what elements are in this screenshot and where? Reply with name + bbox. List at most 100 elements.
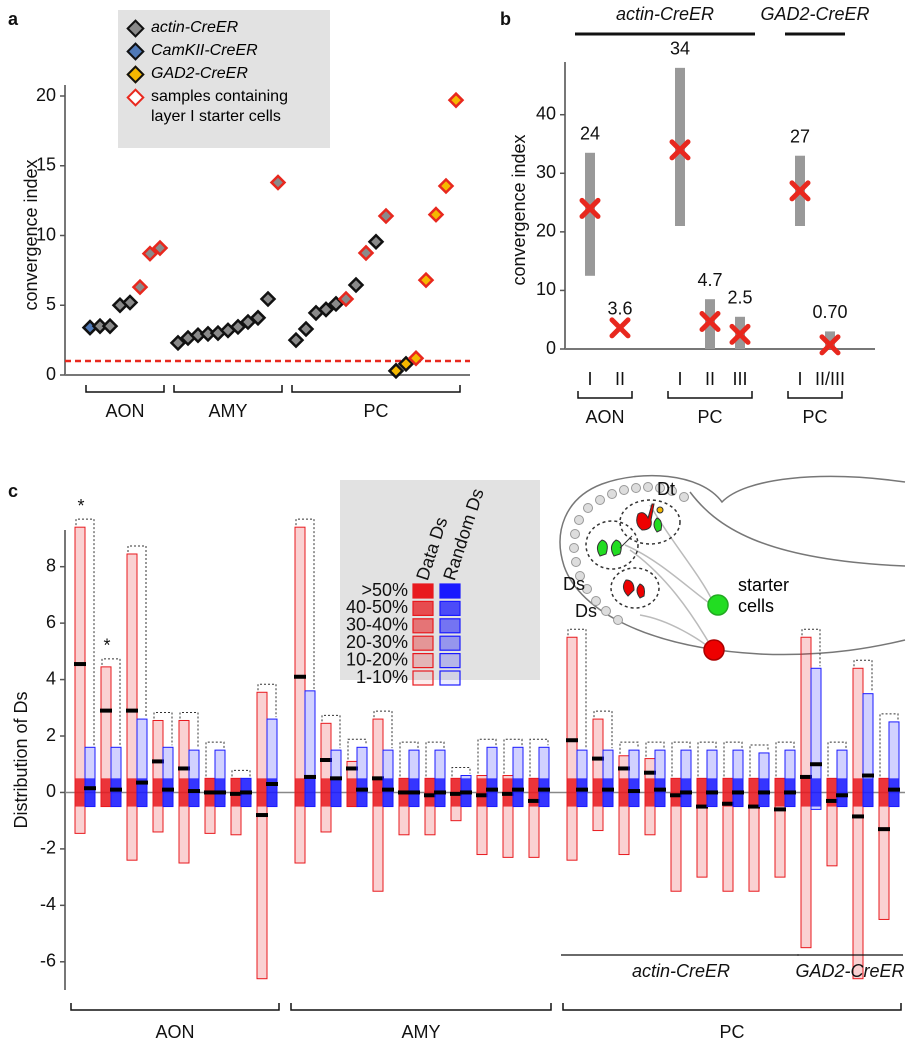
- cell: [569, 543, 579, 553]
- comparison-bracket: [205, 741, 225, 777]
- y-tick-label: 6: [46, 612, 56, 632]
- cell: [582, 584, 592, 594]
- legend-swatch: [412, 600, 434, 617]
- x-tick-label: I: [797, 369, 802, 389]
- legend-swatch: [412, 583, 434, 599]
- data-range: [294, 526, 306, 864]
- group-label: AON: [585, 407, 624, 427]
- random-range: [810, 667, 822, 810]
- data-core: [75, 778, 85, 807]
- data-range: [256, 691, 268, 980]
- random-core: [655, 778, 665, 807]
- neuron: [622, 579, 645, 599]
- group-label: AON: [105, 401, 144, 421]
- mean-marker: [729, 323, 751, 345]
- random-core: [137, 778, 147, 807]
- mean-marker: [669, 139, 691, 161]
- diagram: [559, 474, 906, 661]
- random-core: [889, 778, 899, 807]
- data-core: [347, 778, 357, 807]
- legend-swatch: [439, 635, 461, 651]
- comparison-bracket: [503, 738, 523, 774]
- cell: [679, 492, 689, 502]
- data-range: [502, 775, 514, 858]
- random-core: [267, 778, 277, 807]
- random-core: [163, 778, 173, 807]
- data-range: [476, 775, 488, 856]
- point: [151, 239, 169, 257]
- y-tick-label: 0: [46, 781, 56, 801]
- group-bracket: [173, 385, 283, 393]
- neurons: [596, 503, 664, 599]
- point: [377, 207, 395, 225]
- y-axis-label: convergence index: [509, 134, 529, 285]
- random-core: [383, 778, 393, 807]
- legend-label: >50%: [361, 580, 408, 600]
- data-core: [853, 778, 863, 807]
- starter-cell-green: [707, 594, 729, 616]
- value-label: 3.6: [607, 299, 632, 319]
- group-label: PC: [802, 407, 827, 427]
- legend-entry: actin-CreER: [126, 18, 330, 38]
- comparison-bracket: [153, 711, 173, 746]
- header-label: actin-CreER: [616, 4, 714, 24]
- legend-entry: CamKII-CreER: [126, 41, 330, 61]
- comparison-bracket: [399, 741, 419, 777]
- comparison-bracket: [347, 738, 367, 760]
- comparison-bracket: [671, 741, 691, 777]
- point: [437, 177, 455, 195]
- group-bracket: [290, 1003, 552, 1011]
- diagram-label: Ds: [563, 574, 585, 594]
- comparison-bracket: [749, 744, 769, 777]
- y-tick-label: -2: [40, 838, 56, 858]
- legend-marker: [126, 65, 145, 84]
- range-bar: [585, 152, 595, 276]
- data-core: [477, 778, 487, 807]
- cell: [631, 483, 641, 493]
- data-core: [775, 778, 785, 807]
- comparison-bracket: [451, 767, 471, 777]
- cell: [595, 495, 605, 505]
- y-axis-label: Distribution of Ds: [11, 691, 31, 828]
- y-tick-label: 0: [546, 338, 556, 358]
- comparison-bracket: [321, 714, 341, 749]
- data-core: [619, 778, 629, 807]
- point: [327, 295, 345, 313]
- y-tick-label: 5: [46, 294, 56, 314]
- y-tick-label: 40: [536, 103, 556, 123]
- legend-label: 30-40%: [346, 615, 408, 635]
- neuron: [636, 503, 655, 531]
- point: [357, 244, 375, 262]
- cell: [571, 557, 581, 567]
- point: [249, 309, 267, 327]
- cell: [591, 596, 601, 606]
- legend-swatch: [439, 652, 461, 669]
- cluster: [619, 499, 681, 545]
- point: [367, 233, 385, 251]
- x-tick-label: II: [705, 369, 715, 389]
- x-tick-label: I: [587, 369, 592, 389]
- group-label: PC: [719, 1022, 744, 1042]
- subgroup-label: actin-CreER: [632, 961, 730, 981]
- cell: [613, 615, 623, 625]
- data-core: [257, 778, 267, 807]
- random-core: [513, 778, 523, 807]
- mean-marker: [579, 197, 601, 219]
- point: [169, 334, 187, 352]
- mean-marker: [819, 334, 841, 356]
- neuron: [596, 535, 633, 557]
- legend-label: 40-50%: [346, 597, 408, 617]
- header-label: GAD2-CreER: [760, 4, 869, 24]
- legend-label: samples containing layer I starter cells: [151, 88, 288, 125]
- group-label: AMY: [208, 401, 247, 421]
- comparison-bracket: [75, 518, 95, 746]
- legend-swatch: [412, 670, 434, 686]
- point: [407, 349, 425, 367]
- legend: actin-CreER CamKII-CreER GAD2-CreER samples…: [118, 10, 330, 148]
- range-bar: [825, 331, 835, 349]
- data-core: [645, 778, 655, 807]
- random-core: [357, 778, 367, 807]
- legend-label: CamKII-CreER: [151, 42, 258, 59]
- cluster: [585, 520, 639, 570]
